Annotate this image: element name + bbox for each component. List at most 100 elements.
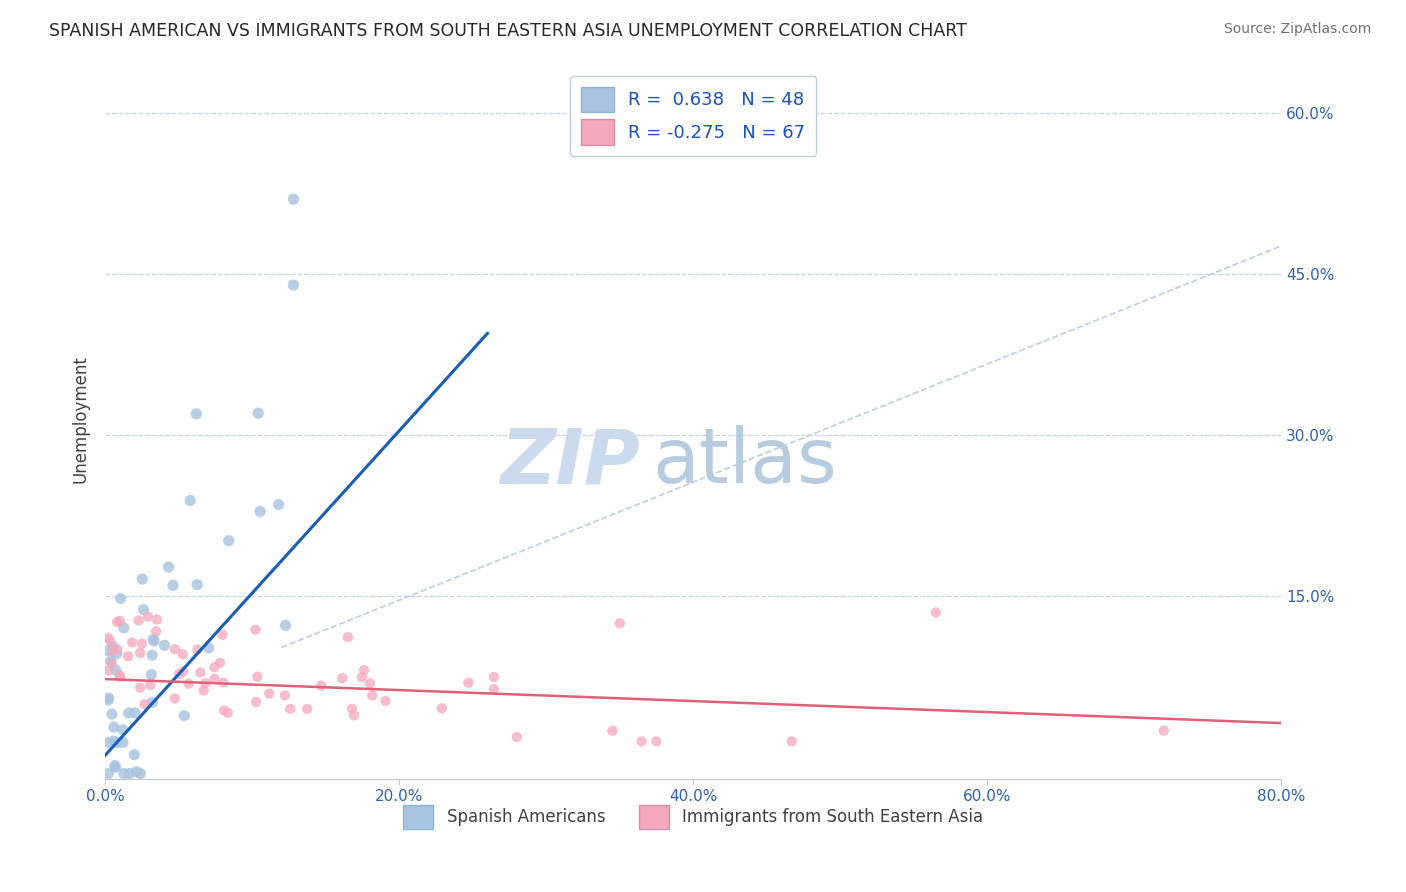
Point	[104, 760, 127, 774]
Point	[108, 670, 131, 684]
Point	[212, 675, 235, 690]
Point	[112, 621, 135, 635]
Point	[108, 668, 131, 682]
Point	[212, 704, 235, 718]
Point	[97, 693, 120, 707]
Point	[179, 493, 201, 508]
Point	[186, 577, 208, 591]
Point	[128, 614, 150, 628]
Point	[283, 192, 305, 206]
Point	[374, 694, 396, 708]
Text: atlas: atlas	[652, 425, 837, 500]
Point	[283, 278, 305, 293]
Point	[112, 766, 135, 780]
Point	[141, 695, 163, 709]
Point	[97, 631, 120, 645]
Point	[100, 656, 122, 670]
Point	[197, 640, 219, 655]
Y-axis label: Unemployment: Unemployment	[72, 355, 89, 483]
Point	[141, 648, 163, 663]
Point	[193, 683, 215, 698]
Point	[97, 643, 120, 657]
Point	[247, 406, 270, 420]
Point	[482, 670, 505, 684]
Point	[105, 647, 128, 661]
Point	[146, 612, 169, 626]
Point	[336, 630, 359, 644]
Text: Source: ZipAtlas.com: Source: ZipAtlas.com	[1223, 22, 1371, 37]
Point	[125, 764, 148, 779]
Point	[103, 720, 125, 734]
Point	[249, 504, 271, 518]
Point	[350, 670, 373, 684]
Legend: Spanish Americans, Immigrants from South Eastern Asia: Spanish Americans, Immigrants from South…	[396, 798, 990, 835]
Point	[129, 646, 152, 660]
Point	[246, 670, 269, 684]
Point	[134, 697, 156, 711]
Point	[118, 706, 141, 720]
Point	[177, 677, 200, 691]
Point	[97, 735, 120, 749]
Point	[218, 533, 240, 548]
Point	[157, 560, 180, 574]
Point	[780, 734, 803, 748]
Point	[186, 642, 208, 657]
Point	[97, 691, 120, 706]
Point	[101, 640, 124, 654]
Point	[121, 635, 143, 649]
Point	[111, 735, 134, 749]
Point	[105, 615, 128, 629]
Point	[141, 667, 163, 681]
Point	[104, 663, 127, 677]
Point	[430, 701, 453, 715]
Point	[129, 766, 152, 780]
Point	[107, 736, 129, 750]
Point	[162, 578, 184, 592]
Point	[129, 681, 152, 695]
Point	[111, 723, 134, 737]
Point	[145, 624, 167, 639]
Point	[245, 695, 267, 709]
Point	[136, 609, 159, 624]
Point	[280, 702, 302, 716]
Point	[131, 572, 153, 586]
Point	[267, 498, 290, 512]
Point	[172, 665, 194, 679]
Point	[101, 707, 124, 722]
Point	[186, 407, 208, 421]
Point	[217, 706, 239, 720]
Point	[124, 706, 146, 720]
Point	[118, 766, 141, 780]
Point	[353, 663, 375, 677]
Point	[457, 675, 479, 690]
Point	[163, 691, 186, 706]
Text: SPANISH AMERICAN VS IMMIGRANTS FROM SOUTH EASTERN ASIA UNEMPLOYMENT CORRELATION : SPANISH AMERICAN VS IMMIGRANTS FROM SOUT…	[49, 22, 967, 40]
Point	[309, 679, 332, 693]
Point	[506, 730, 529, 744]
Point	[295, 702, 318, 716]
Point	[609, 616, 631, 631]
Point	[645, 734, 668, 748]
Point	[142, 634, 165, 648]
Point	[330, 671, 353, 685]
Point	[925, 606, 948, 620]
Point	[209, 656, 232, 670]
Point	[97, 664, 120, 678]
Point	[211, 628, 233, 642]
Point	[172, 647, 194, 661]
Point	[97, 766, 120, 780]
Point	[602, 723, 624, 738]
Point	[108, 614, 131, 628]
Point	[204, 672, 226, 686]
Point	[194, 676, 217, 690]
Point	[139, 678, 162, 692]
Point	[361, 689, 384, 703]
Point	[101, 644, 124, 658]
Point	[167, 667, 190, 681]
Point	[117, 649, 139, 664]
Point	[103, 734, 125, 748]
Point	[173, 708, 195, 723]
Point	[204, 660, 226, 674]
Point	[343, 708, 366, 723]
Point	[245, 623, 267, 637]
